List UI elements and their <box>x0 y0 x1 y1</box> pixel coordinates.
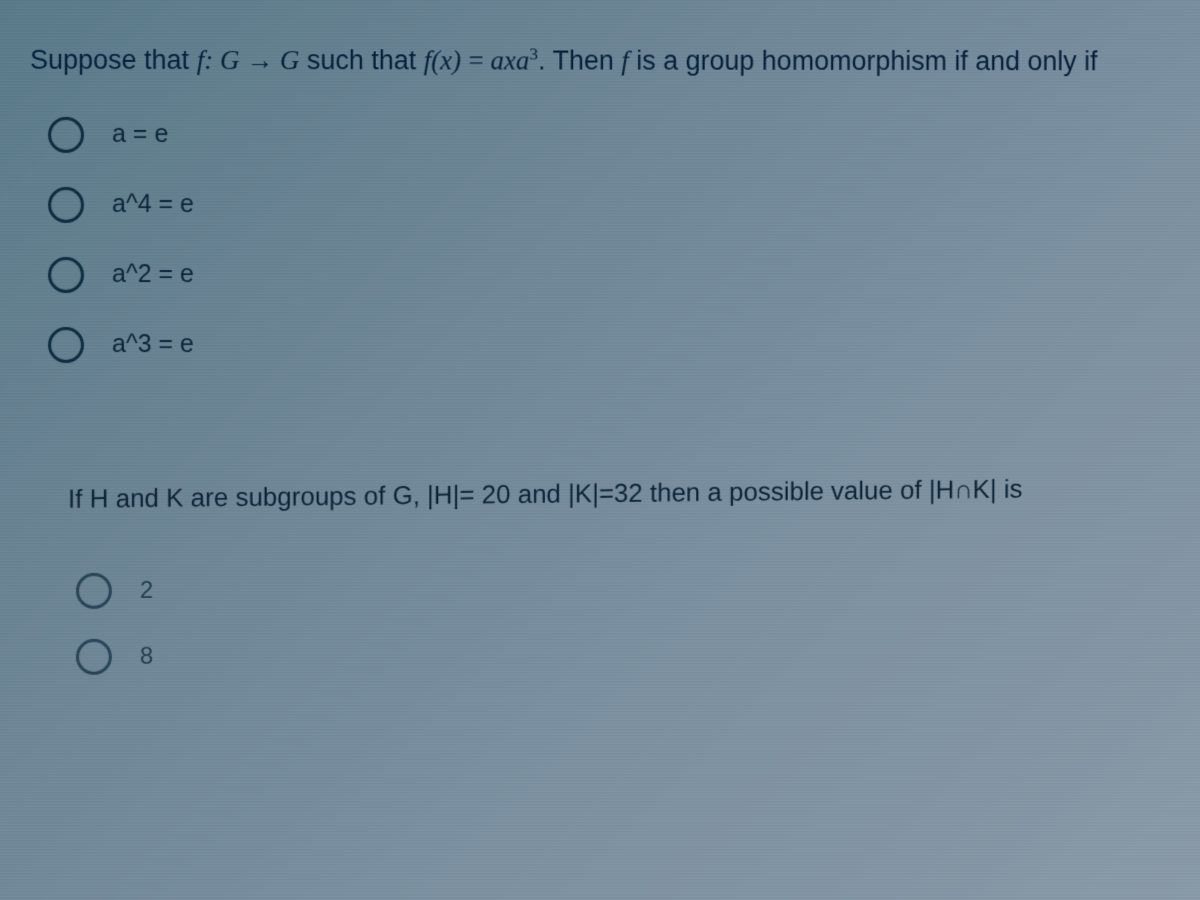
quiz-page: Suppose that f: G → G such that f(x) = a… <box>0 0 1196 900</box>
q1-eq: = <box>469 45 491 75</box>
q2-block: If H and K are subgroups of G, |H|= 20 a… <box>30 473 1165 675</box>
option-label: a^4 = e <box>112 190 194 219</box>
option-label: 2 <box>140 577 153 605</box>
radio-icon[interactable] <box>48 327 84 363</box>
q2-options: 2 8 <box>68 573 1165 675</box>
radio-icon[interactable] <box>48 187 84 223</box>
q1-exp: 3 <box>529 43 538 63</box>
q1-option-b[interactable]: a^4 = e <box>48 187 1166 224</box>
q1-rhs: axa <box>490 45 529 75</box>
q1-text-part: . Then <box>538 45 621 75</box>
q1-text-part: Suppose that <box>30 45 197 75</box>
q2-prompt: If H and K are subgroups of G, |H|= 20 a… <box>68 467 1165 519</box>
q2-option-b[interactable]: 8 <box>76 638 1165 675</box>
q1-func-decl: f: G → G <box>197 45 300 75</box>
radio-icon[interactable] <box>48 257 84 293</box>
option-label: 8 <box>140 643 153 671</box>
q2-option-a[interactable]: 2 <box>76 573 1165 609</box>
q1-options: a = e a^4 = e a^2 = e a^3 = e <box>30 117 1166 363</box>
radio-icon[interactable] <box>48 117 84 153</box>
q1-option-c[interactable]: a^2 = e <box>48 257 1166 294</box>
q1-option-d[interactable]: a^3 = e <box>48 327 1165 363</box>
q1-prompt: Suppose that f: G → G such that f(x) = a… <box>30 40 1166 83</box>
q1-option-a[interactable]: a = e <box>48 117 1166 154</box>
option-label: a = e <box>112 120 168 149</box>
radio-icon[interactable] <box>76 573 112 609</box>
q1-fx: f(x) <box>424 45 461 75</box>
q1-text-part: is a group homomorphism if and only if <box>629 46 1098 77</box>
option-label: a^2 = e <box>112 260 194 289</box>
radio-icon[interactable] <box>76 639 112 675</box>
option-label: a^3 = e <box>112 330 194 359</box>
q1-f: f <box>621 46 629 76</box>
q1-text-part: such that <box>307 45 424 75</box>
